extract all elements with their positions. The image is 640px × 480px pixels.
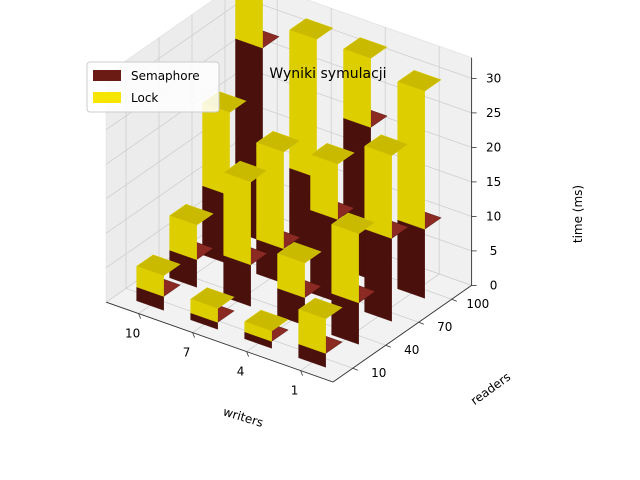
x-tick <box>300 370 303 376</box>
x-axis-line <box>106 301 334 383</box>
bar-face-front <box>235 0 263 49</box>
y-axis-label: readers <box>468 370 513 408</box>
bar-face-front <box>331 224 359 304</box>
x-tick <box>192 332 195 338</box>
bar-1-10 <box>298 297 343 368</box>
legend-label-lock: Lock <box>131 91 158 105</box>
y-tick-label: 70 <box>437 320 452 334</box>
legend-swatch-semaphore <box>93 70 121 81</box>
legend: Semaphore Lock <box>86 61 220 113</box>
bar-segment-lock <box>277 241 322 298</box>
bar-4-70 <box>310 142 355 303</box>
bar-segment-lock <box>343 37 388 128</box>
x-tick-label: 4 <box>237 365 245 379</box>
grid-line-z <box>105 67 246 165</box>
z-tick-label: 20 <box>486 140 501 154</box>
bar-face-front <box>223 172 251 266</box>
bar-4-10 <box>244 309 289 349</box>
z-axis-label: time (ms) <box>571 185 585 243</box>
y-tick <box>385 344 391 348</box>
x-tick-label: 7 <box>183 346 191 360</box>
y-tick <box>418 321 424 325</box>
legend-swatch-lock <box>93 92 121 103</box>
bar-7-10 <box>190 287 235 330</box>
z-tick-label: 5 <box>490 244 498 258</box>
bar-face-top <box>190 287 235 309</box>
bar-segment-lock <box>331 212 376 304</box>
bar-10-40 <box>169 203 214 288</box>
bar-face-top <box>298 297 343 320</box>
bar-segment-lock <box>364 134 409 239</box>
bar-face-top <box>136 254 181 277</box>
y-axis-line <box>332 285 472 383</box>
bar-segment-lock <box>310 142 355 220</box>
bar-face-front <box>256 142 284 250</box>
bar-face-top <box>397 70 442 92</box>
grid-line-z <box>247 0 472 79</box>
bar-face-top <box>244 309 289 332</box>
bar-face-top <box>277 241 322 264</box>
bar-face-top <box>310 143 355 165</box>
bar-10-10 <box>136 254 181 311</box>
bars-group <box>136 0 442 368</box>
bar-7-70 <box>256 130 301 284</box>
y-tick <box>451 298 457 302</box>
z-tick-label: 15 <box>486 175 501 189</box>
bar-1-70 <box>364 134 409 322</box>
axis-lines <box>106 57 477 383</box>
z-tick-label: 10 <box>486 209 501 223</box>
bar-face-front <box>343 48 371 128</box>
bar-segment-semaphore <box>310 198 355 303</box>
bar-face-top <box>364 134 409 156</box>
bar-segment-lock <box>244 309 289 342</box>
bar-face-front <box>397 81 425 230</box>
chart-title: Wyniki symulacji <box>269 66 386 82</box>
y-tick <box>352 367 358 371</box>
y-tick-label: 40 <box>404 343 419 357</box>
x-tick-label: 1 <box>291 384 299 398</box>
bar-segment-lock <box>169 203 214 260</box>
bar-face-top <box>256 130 301 153</box>
x-tick <box>138 313 141 319</box>
x-axis-label: writers <box>221 404 265 429</box>
bar-face-top <box>343 37 388 59</box>
bar-segment-lock <box>190 287 235 323</box>
bar-face-top <box>331 212 376 235</box>
bar-face-top <box>289 18 334 40</box>
bar-face-front <box>310 154 338 220</box>
bar-4-40 <box>277 241 322 326</box>
bar-segment-lock <box>235 0 263 49</box>
bar-face-front <box>364 228 392 322</box>
bar-face-top <box>223 160 268 183</box>
bar-7-40 <box>223 160 268 307</box>
bar-face-top <box>169 203 214 226</box>
y-tick-label: 100 <box>466 297 489 311</box>
z-tick-label: 25 <box>486 106 501 120</box>
bar-segment-lock <box>223 160 268 266</box>
z-tick-label: 0 <box>490 278 498 292</box>
bar-segment-lock <box>298 297 343 354</box>
bar-segment-lock <box>136 254 181 297</box>
x-tick <box>246 351 249 357</box>
z-tick-label: 30 <box>486 71 501 85</box>
x-tick-label: 10 <box>125 327 140 341</box>
legend-label-semaphore: Semaphore <box>131 69 200 83</box>
y-tick-label: 10 <box>371 366 386 380</box>
